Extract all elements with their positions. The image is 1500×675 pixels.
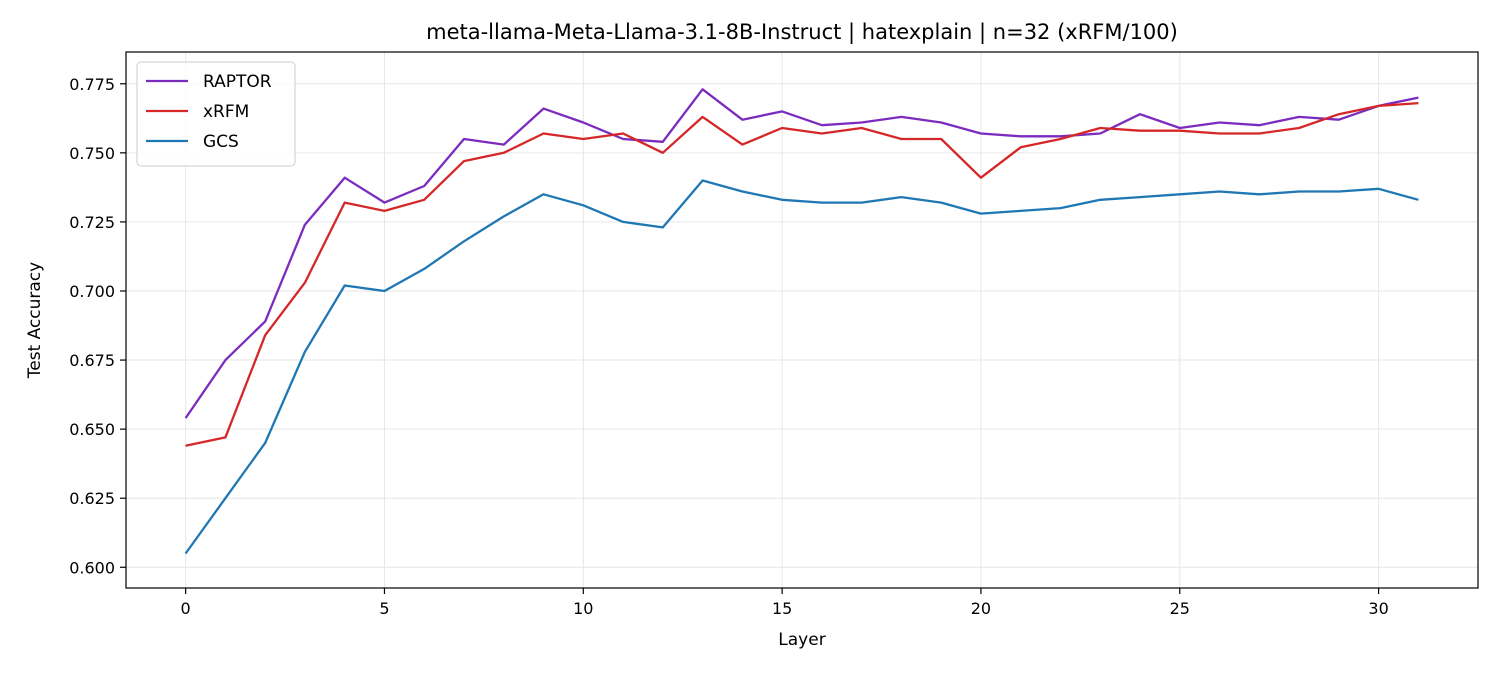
y-tick-label: 0.725 [69, 213, 115, 232]
legend-label-xrfm: xRFM [203, 102, 249, 122]
series-line-xrfm [185, 101, 1419, 447]
y-tick-label: 0.625 [69, 489, 115, 508]
legend-label-raptor: RAPTOR [203, 72, 272, 92]
series-line-raptor [184, 88, 1419, 419]
y-tick-label: 0.650 [69, 420, 115, 439]
x-axis: 0 5 10 15 20 25 30 [181, 588, 1389, 618]
y-tick-label: 0.775 [69, 75, 115, 94]
y-tick-label: 0.675 [69, 351, 115, 370]
legend-label-gcs: GCS [203, 132, 239, 152]
series-layer [184, 88, 1419, 555]
legend: RAPTOR xRFM GCS [136, 61, 296, 167]
x-tick-label: 10 [573, 599, 593, 618]
y-tick-label: 0.750 [69, 144, 115, 163]
x-tick-label: 25 [1170, 599, 1190, 618]
y-axis: 0.600 0.625 0.650 0.675 0.700 0.725 0.750 0.775 [69, 75, 126, 577]
series-line-gcs [184, 179, 1419, 555]
grid [126, 52, 1478, 588]
plot-frame [125, 51, 1479, 589]
chart-title: meta-llama-Meta-Llama-3.1-8B-Instruct | … [426, 20, 1178, 45]
y-tick-label: 0.600 [69, 558, 115, 577]
x-tick-label: 5 [379, 599, 389, 618]
y-tick-label: 0.700 [69, 282, 115, 301]
y-axis-label: Test Accuracy [25, 262, 45, 380]
x-tick-label: 15 [772, 599, 792, 618]
x-tick-label: 30 [1368, 599, 1388, 618]
x-tick-label: 20 [971, 599, 991, 618]
x-tick-label: 0 [181, 599, 191, 618]
x-axis-label: Layer [778, 630, 825, 650]
